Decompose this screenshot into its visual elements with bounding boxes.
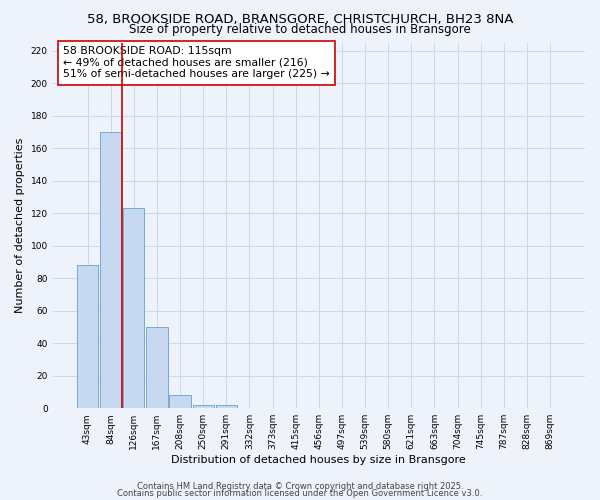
Bar — [146, 327, 167, 408]
Bar — [123, 208, 145, 408]
X-axis label: Distribution of detached houses by size in Bransgore: Distribution of detached houses by size … — [172, 455, 466, 465]
Text: 58 BROOKSIDE ROAD: 115sqm
← 49% of detached houses are smaller (216)
51% of semi: 58 BROOKSIDE ROAD: 115sqm ← 49% of detac… — [64, 46, 330, 80]
Text: Size of property relative to detached houses in Bransgore: Size of property relative to detached ho… — [129, 22, 471, 36]
Bar — [193, 405, 214, 408]
Bar — [77, 265, 98, 408]
Text: Contains HM Land Registry data © Crown copyright and database right 2025.: Contains HM Land Registry data © Crown c… — [137, 482, 463, 491]
Text: Contains public sector information licensed under the Open Government Licence v3: Contains public sector information licen… — [118, 490, 482, 498]
Y-axis label: Number of detached properties: Number of detached properties — [15, 138, 25, 313]
Bar — [100, 132, 121, 408]
Text: 58, BROOKSIDE ROAD, BRANSGORE, CHRISTCHURCH, BH23 8NA: 58, BROOKSIDE ROAD, BRANSGORE, CHRISTCHU… — [87, 12, 513, 26]
Bar — [169, 395, 191, 408]
Bar — [215, 405, 237, 408]
